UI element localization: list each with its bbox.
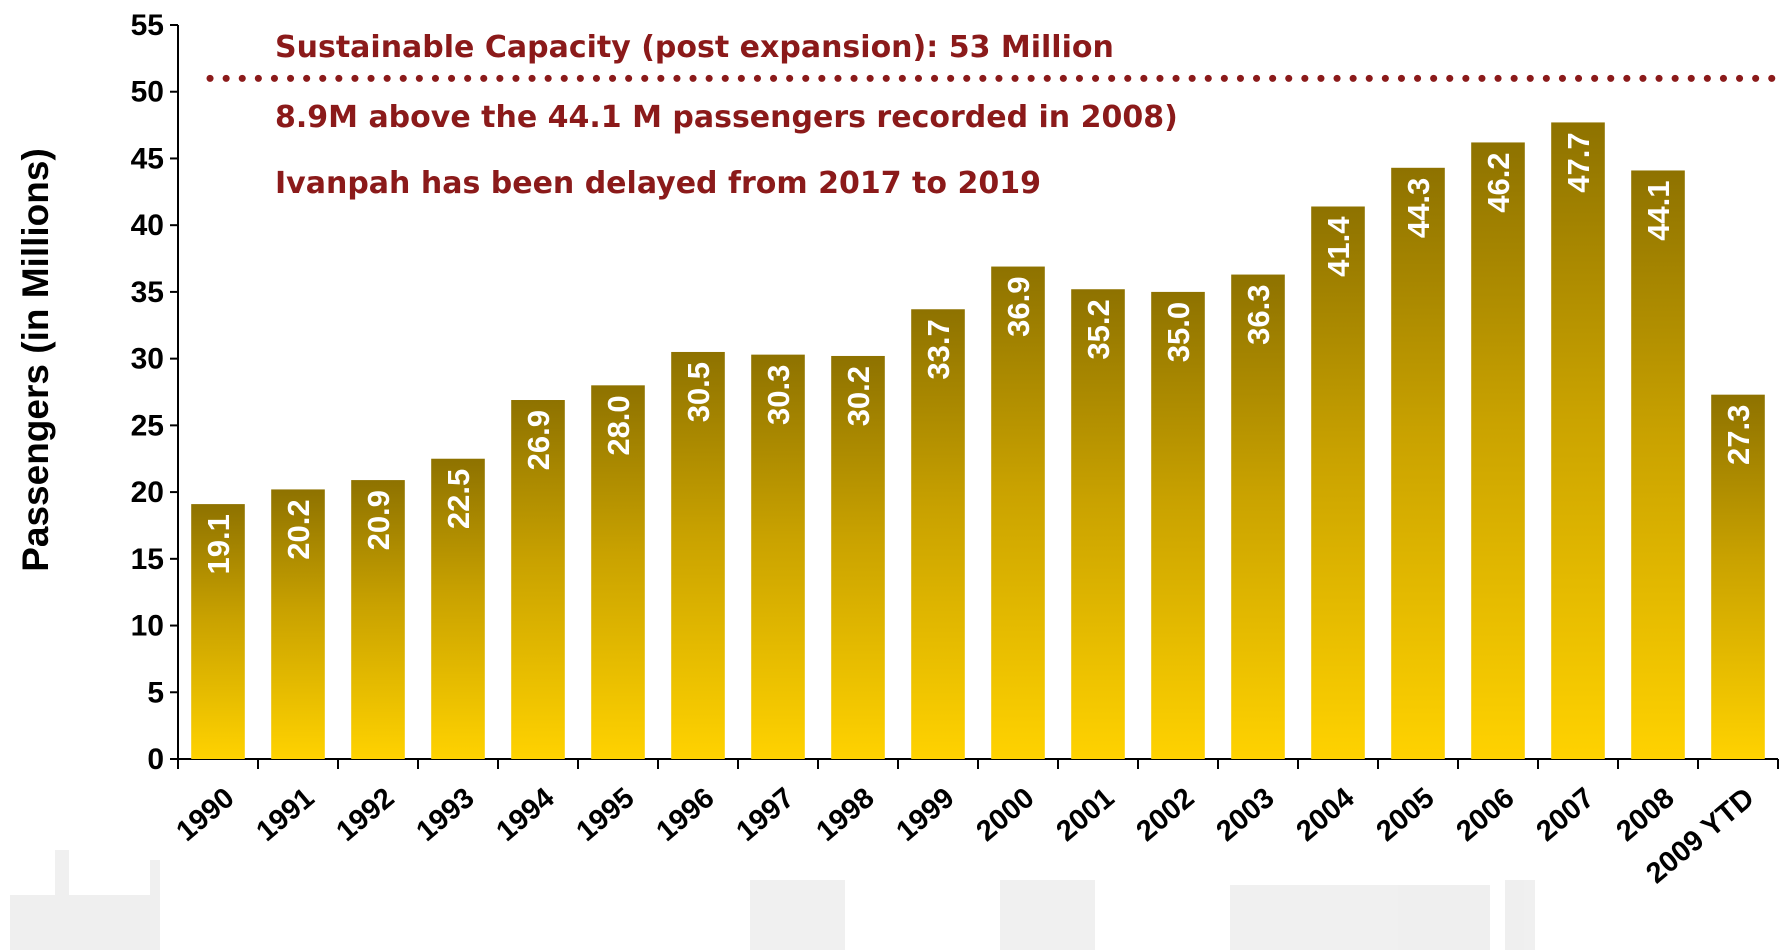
bar <box>511 400 565 759</box>
bar <box>911 309 965 759</box>
category-label: 2003 <box>1211 782 1281 848</box>
bar-value-label: 27.3 <box>1721 405 1756 465</box>
bar-value-label: 35.0 <box>1161 302 1196 362</box>
bar-value-label: 46.2 <box>1481 152 1516 212</box>
y-tick-label: 10 <box>131 610 164 643</box>
y-tick-label: 30 <box>131 343 164 376</box>
bar-value-label: 35.2 <box>1081 299 1116 359</box>
y-tick-label: 55 <box>131 9 164 42</box>
y-tick-label: 15 <box>131 543 164 576</box>
annotation-ivanpah-delay: Ivanpah has been delayed from 2017 to 20… <box>275 166 1041 201</box>
bar <box>1471 142 1525 759</box>
category-label: 1994 <box>491 782 561 848</box>
category-label: 2005 <box>1371 782 1441 848</box>
category-label: 1995 <box>571 782 641 848</box>
annotation-above-2008: 8.9M above the 44.1 M passengers recorde… <box>275 100 1178 135</box>
x-axis-ticks <box>177 759 1779 769</box>
bar-value-label: 30.5 <box>681 362 716 422</box>
category-label: 2002 <box>1131 782 1201 848</box>
category-label: 2006 <box>1451 782 1521 848</box>
category-label: 2000 <box>971 782 1041 848</box>
bar-value-label: 33.7 <box>921 319 956 379</box>
bar-value-label: 30.3 <box>761 365 796 425</box>
bar-value-label: 36.3 <box>1241 285 1276 345</box>
bar <box>1311 206 1365 760</box>
bar-value-label: 19.1 <box>201 514 236 574</box>
bar <box>991 266 1045 759</box>
bar <box>431 458 485 759</box>
y-tick-label: 35 <box>131 276 164 309</box>
bar-value-label: 26.9 <box>521 410 556 470</box>
axes <box>177 25 1778 760</box>
category-label: 1993 <box>411 782 481 848</box>
background-skyline <box>10 850 1535 950</box>
bars <box>191 122 1765 760</box>
y-tick-label: 0 <box>147 743 164 776</box>
bar <box>1231 274 1285 759</box>
bar-value-label: 41.4 <box>1321 216 1356 277</box>
category-label: 1990 <box>171 782 241 848</box>
y-tick-label: 45 <box>131 142 164 175</box>
value-labels: 19.1 20.2 20.9 22.5 26.9 28.0 30.5 30.3 30.2 33.7… <box>201 132 1756 574</box>
category-label: 2004 <box>1291 782 1361 848</box>
y-tick-label: 50 <box>131 76 164 109</box>
bar-value-label: 44.1 <box>1641 180 1676 240</box>
category-label: 1992 <box>331 782 401 848</box>
bar-value-label: 20.9 <box>361 490 396 550</box>
bar <box>751 354 805 759</box>
bar-value-label: 22.5 <box>441 469 476 529</box>
bar-value-label: 36.9 <box>1001 277 1036 337</box>
bar <box>351 480 405 759</box>
category-label: 2008 <box>1611 782 1681 848</box>
category-label: 1999 <box>891 782 961 848</box>
y-tick-label: 25 <box>131 409 164 442</box>
y-tick-label: 40 <box>131 209 164 242</box>
bar-value-label: 28.0 <box>601 395 636 455</box>
bar-value-label: 20.2 <box>281 499 316 559</box>
bar <box>1071 289 1125 759</box>
category-label: 1997 <box>731 782 801 848</box>
y-axis-label: Passengers (in Millions) <box>15 148 56 572</box>
category-label: 2007 <box>1531 782 1601 848</box>
bar <box>1631 170 1685 759</box>
category-label: 1991 <box>251 782 321 848</box>
bar-value-label: 30.2 <box>841 366 876 426</box>
bar <box>1711 394 1765 759</box>
bar <box>1551 122 1605 760</box>
bar <box>271 489 325 759</box>
bar <box>1151 291 1205 759</box>
bar-value-label: 47.7 <box>1561 132 1596 192</box>
annotation-capacity: Sustainable Capacity (post expansion): 5… <box>275 30 1114 65</box>
bar <box>591 385 645 759</box>
y-tick-label: 20 <box>131 476 164 509</box>
bar <box>191 504 245 759</box>
bar-value-label: 44.3 <box>1401 178 1436 238</box>
category-labels: 1990 1991 1992 1993 1994 1995 1996 1997 1998 1999… <box>171 782 1761 890</box>
bar <box>1391 167 1445 759</box>
bar <box>831 355 885 759</box>
y-axis-ticks: 0 5 10 15 20 25 30 35 40 45 50 55 <box>131 9 178 776</box>
category-label: 1996 <box>651 782 721 848</box>
y-tick-label: 5 <box>147 676 164 709</box>
category-label: 2001 <box>1051 782 1121 848</box>
bar <box>671 351 725 759</box>
category-label: 1998 <box>811 782 881 848</box>
